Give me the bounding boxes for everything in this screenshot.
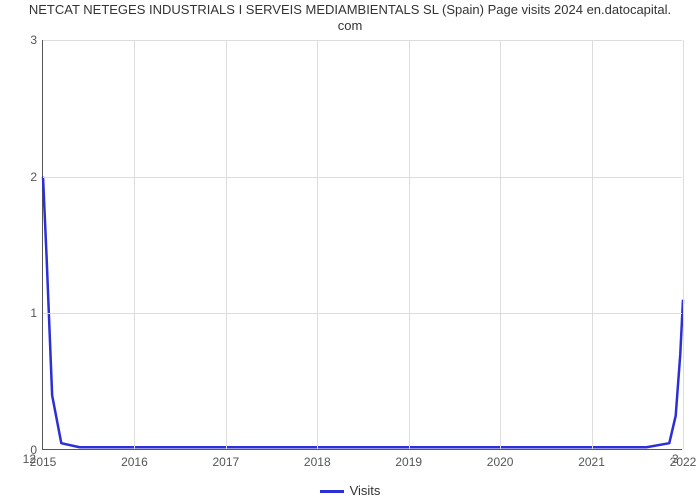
gridline-v	[409, 40, 410, 449]
gridline-h	[43, 177, 682, 178]
x-tick-label: 2021	[578, 455, 605, 469]
gridline-v	[500, 40, 501, 449]
gridline-v	[226, 40, 227, 449]
gridline-h	[43, 40, 682, 41]
y-tick-label: 3	[30, 33, 37, 47]
extra-right-axis-label: 3	[672, 452, 679, 466]
legend: Visits	[0, 483, 700, 498]
series-line-visits	[43, 177, 683, 448]
x-tick-label: 2016	[121, 455, 148, 469]
chart-area: 012320152016201720182019202020212022 12 …	[42, 40, 682, 450]
x-tick-label: 2020	[487, 455, 514, 469]
gridline-v	[592, 40, 593, 449]
extra-left-axis-label: 12	[23, 452, 36, 466]
title-line-1: NETCAT NETEGES INDUSTRIALS I SERVEIS MED…	[29, 2, 671, 17]
line-svg	[43, 40, 683, 450]
title-line-2: com	[338, 18, 363, 33]
gridline-v	[134, 40, 135, 449]
plot-region: 012320152016201720182019202020212022	[42, 40, 682, 450]
chart-container: NETCAT NETEGES INDUSTRIALS I SERVEIS MED…	[0, 0, 700, 500]
gridline-v	[683, 40, 684, 449]
y-tick-label: 1	[30, 306, 37, 320]
legend-swatch	[320, 490, 344, 493]
chart-title: NETCAT NETEGES INDUSTRIALS I SERVEIS MED…	[0, 2, 700, 35]
x-tick-label: 2019	[395, 455, 422, 469]
y-tick-label: 2	[30, 170, 37, 184]
gridline-v	[317, 40, 318, 449]
x-tick-label: 2017	[212, 455, 239, 469]
legend-label: Visits	[350, 483, 381, 498]
x-tick-label: 2018	[304, 455, 331, 469]
gridline-h	[43, 313, 682, 314]
